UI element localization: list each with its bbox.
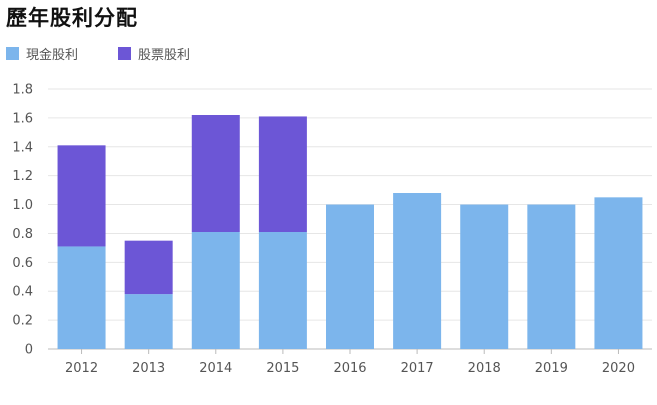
y-tick-label: 0.8 (12, 227, 33, 242)
legend: 現金股利 股票股利 (6, 44, 190, 63)
y-tick-label: 1.4 (12, 140, 33, 155)
bar-cash-dividend-2013[interactable] (124, 294, 173, 349)
x-tick-label-2018: 2018 (468, 361, 501, 376)
y-tick-label: 0.6 (12, 256, 33, 271)
bar-cash-dividend-2015[interactable] (258, 232, 307, 349)
y-tick-label: 1.2 (12, 169, 33, 184)
x-tick-label-2014: 2014 (199, 361, 232, 376)
legend-swatch-stock (118, 47, 132, 60)
x-tick-label-2013: 2013 (132, 361, 165, 376)
legend-item-cash-dividend[interactable]: 現金股利 (6, 44, 78, 63)
y-tick-label: 1.8 (12, 83, 33, 98)
x-tick-label-2012: 2012 (65, 361, 98, 376)
bar-stock-dividend-2014[interactable] (191, 115, 240, 232)
y-tick-label: 1.6 (12, 111, 33, 126)
bar-cash-dividend-2017[interactable] (393, 193, 442, 349)
bar-cash-dividend-2018[interactable] (460, 204, 509, 349)
bar-cash-dividend-2012[interactable] (57, 246, 106, 349)
bar-cash-dividend-2014[interactable] (191, 232, 240, 349)
x-tick-label-2017: 2017 (401, 361, 434, 376)
legend-label-cash: 現金股利 (26, 48, 79, 63)
y-tick-label: 0.2 (12, 314, 33, 329)
x-tick-label-2020: 2020 (602, 361, 635, 376)
bar-cash-dividend-2019[interactable] (527, 204, 576, 349)
legend-item-stock-dividend[interactable]: 股票股利 (118, 44, 190, 63)
y-tick-label: 0 (25, 343, 33, 358)
bar-cash-dividend-2016[interactable] (326, 204, 374, 349)
x-tick-label-2016: 2016 (333, 361, 366, 376)
x-tick-label-2019: 2019 (535, 361, 568, 376)
chart-title: 歷年股利分配 (6, 6, 138, 30)
y-tick-label: 1.0 (12, 198, 33, 213)
bar-stock-dividend-2013[interactable] (124, 240, 173, 295)
bar-stock-dividend-2015[interactable] (258, 116, 307, 232)
legend-swatch-cash (6, 47, 19, 60)
bar-cash-dividend-2020[interactable] (594, 197, 643, 349)
y-tick-label: 0.4 (12, 285, 33, 300)
x-tick-label-2015: 2015 (266, 361, 299, 376)
legend-label-stock: 股票股利 (138, 48, 191, 63)
bar-stock-dividend-2012[interactable] (57, 145, 106, 247)
